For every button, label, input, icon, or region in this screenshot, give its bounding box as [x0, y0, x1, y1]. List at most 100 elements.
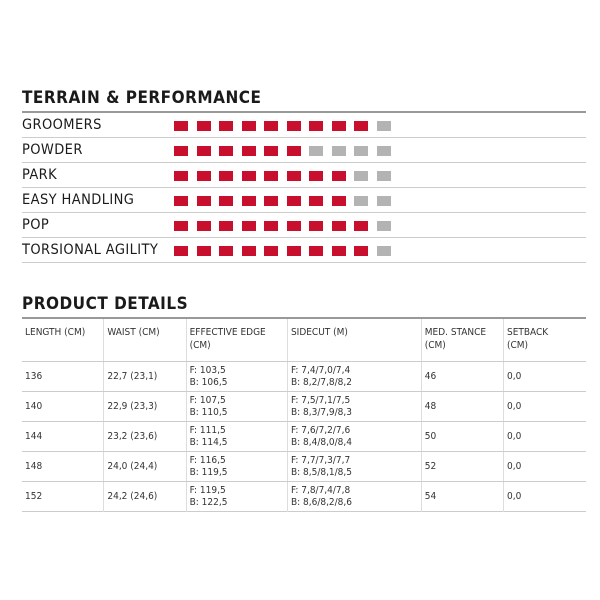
- table-cell: 23,2 (23,6): [103, 421, 187, 452]
- column-header: MED. STANCE (CM): [420, 318, 504, 362]
- rating-square-filled: [241, 246, 256, 256]
- rating-square-filled: [219, 146, 233, 156]
- table-row: 140 22,9 (23,3) F: 107,5 B: 110,5 F: 7,5/7,1…: [22, 391, 586, 422]
- rating-square-filled: [241, 221, 256, 231]
- table-cell: F: 107,5 B: 110,5: [185, 391, 288, 422]
- cell-text: B: 8,4/8,0/8,4: [290, 436, 352, 448]
- cell-text: 0,0: [506, 460, 522, 472]
- column-header: EFFECTIVE EDGE (CM): [185, 318, 288, 362]
- cell-text: EFFECTIVE EDGE: [189, 327, 266, 338]
- column-header: SIDECUT (M): [286, 318, 422, 362]
- rating-label: TORSIONAL AGILITY: [22, 242, 159, 258]
- cell-text: 23,2 (23,6): [107, 430, 158, 442]
- cell-text: F: 111,5: [189, 424, 226, 436]
- rating-square-filled: [264, 171, 278, 181]
- rating-square-empty: [376, 121, 391, 131]
- table-cell: 152: [22, 482, 104, 512]
- table-cell: 22,9 (23,3): [103, 391, 187, 422]
- rating-square-filled: [196, 121, 211, 131]
- rating-square-filled: [174, 171, 188, 181]
- cell-text: 144: [25, 430, 43, 442]
- table-cell: F: 7,4/7,0/7,4 B: 8,2/7,8/8,2: [286, 361, 422, 392]
- cell-text: MED. STANCE: [424, 327, 487, 338]
- rating-square-empty: [331, 146, 346, 156]
- table-row: 152 24,2 (24,6) F: 119,5 B: 122,5 F: 7,8/7,4…: [22, 481, 586, 512]
- table-cell: 50: [420, 421, 504, 452]
- cell-text: 0,0: [506, 430, 522, 442]
- cell-text: B: 8,2/7,8/8,2: [290, 376, 352, 388]
- rating-square-filled: [309, 171, 323, 181]
- cell-text: LENGTH (CM): [25, 327, 86, 338]
- cell-text: B: 110,5: [189, 406, 228, 418]
- table-cell: 144: [22, 421, 104, 452]
- table-cell: 0,0: [502, 451, 586, 482]
- cell-text: F: 119,5: [189, 484, 226, 496]
- table-cell: 48: [420, 391, 504, 422]
- rating-square-filled: [241, 146, 256, 156]
- rating-square-filled: [241, 121, 256, 131]
- cell-text: F: 107,5: [189, 394, 226, 406]
- cell-text: WAIST (CM): [107, 327, 160, 338]
- rating-square-empty: [376, 246, 391, 256]
- rating-square-filled: [219, 121, 233, 131]
- rating-square-filled: [264, 196, 278, 206]
- cell-text: 50: [424, 430, 437, 442]
- table-cell: 24,2 (24,6): [103, 481, 187, 512]
- cell-text: 48: [424, 400, 437, 412]
- rating-square-filled: [286, 196, 301, 206]
- rating-square-filled: [286, 146, 301, 156]
- table-cell: F: 7,7/7,3/7,7 B: 8,5/8,1/8,5: [286, 451, 422, 482]
- terrain-title: TERRAIN & PERFORMANCE: [22, 88, 262, 108]
- table-row: 144 23,2 (23,6) F: 111,5 B: 114,5 F: 7,6/7,2…: [22, 421, 586, 452]
- rating-square-filled: [196, 196, 211, 206]
- rating-square-empty: [376, 221, 391, 231]
- table-cell: F: 7,5/7,1/7,5 B: 8,3/7,9/8,3: [286, 391, 422, 422]
- table-cell: 54: [420, 481, 504, 512]
- table-cell: 52: [420, 451, 504, 482]
- table-row: 136 22,7 (23,1) F: 103,5 B: 106,5 F: 7,4/7,0…: [22, 361, 586, 392]
- table-cell: F: 7,8/7,4/7,8 B: 8,6/8,2/8,6: [286, 481, 422, 512]
- rating-square-filled: [264, 246, 278, 256]
- rating-square-filled: [286, 121, 301, 131]
- rating-square-filled: [196, 171, 211, 181]
- rating-row: POP: [22, 213, 586, 238]
- rating-square-filled: [219, 196, 233, 206]
- rating-square-filled: [331, 221, 346, 231]
- cell-text: 52: [424, 460, 437, 472]
- rating-square-filled: [196, 146, 211, 156]
- cell-text: B: 8,5/8,1/8,5: [290, 466, 352, 478]
- cell-text: (CM): [189, 340, 211, 351]
- table-cell: F: 111,5 B: 114,5: [185, 421, 288, 452]
- cell-text: SIDECUT (M): [290, 327, 348, 338]
- rating-row: POWDER: [22, 138, 586, 163]
- cell-text: 24,0 (24,4): [107, 460, 158, 472]
- rating-row: TORSIONAL AGILITY: [22, 238, 586, 263]
- cell-text: 152: [25, 490, 43, 502]
- rating-square-filled: [286, 221, 301, 231]
- rating-square-filled: [241, 196, 256, 206]
- rating-square-filled: [354, 121, 368, 131]
- rating-row: PARK: [22, 163, 586, 188]
- rating-square-filled: [219, 221, 233, 231]
- table-cell: F: 119,5 B: 122,5: [185, 481, 288, 512]
- cell-text: 148: [25, 460, 43, 472]
- table-cell: 46: [420, 361, 504, 392]
- table-cell: 136: [22, 361, 104, 392]
- cell-text: B: 106,5: [189, 376, 228, 388]
- product-details-table: LENGTH (CM) WAIST (CM) EFFECTIVE EDGE (CM) S…: [22, 317, 586, 512]
- rating-square-filled: [309, 246, 323, 256]
- rating-label: POP: [22, 217, 50, 233]
- cell-text: F: 103,5: [189, 364, 226, 376]
- cell-text: B: 122,5: [189, 496, 228, 508]
- rating-square-filled: [309, 221, 323, 231]
- rating-square-filled: [354, 246, 368, 256]
- rating-square-filled: [264, 221, 278, 231]
- cell-text: F: 7,4/7,0/7,4: [290, 364, 351, 376]
- terrain-ratings: GROOMERS POWDER PARK EASY HANDLING POP TORSIO…: [22, 111, 586, 263]
- rating-square-filled: [174, 146, 188, 156]
- cell-text: 22,7 (23,1): [107, 370, 158, 382]
- table-row: 148 24,0 (24,4) F: 116,5 B: 119,5 F: 7,7/7,3…: [22, 451, 586, 482]
- table-cell: 0,0: [502, 391, 586, 422]
- cell-text: F: 7,6/7,2/7,6: [290, 424, 351, 436]
- table-cell: 140: [22, 391, 104, 422]
